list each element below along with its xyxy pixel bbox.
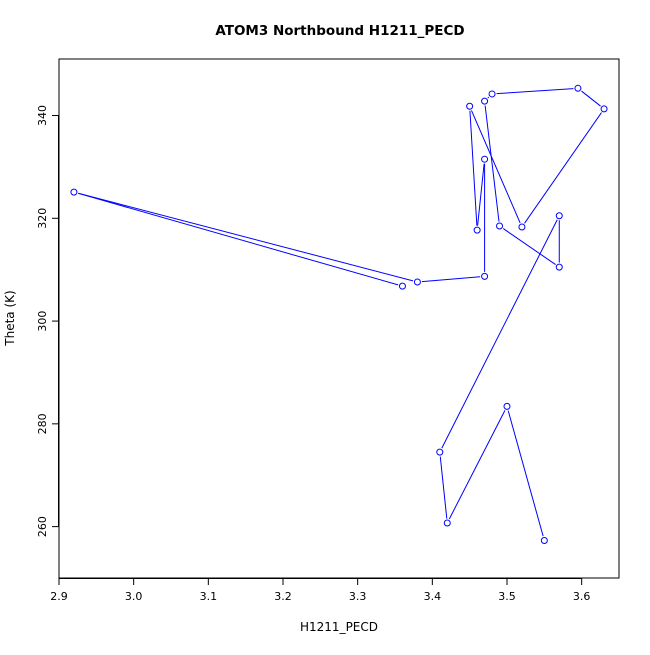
y-axis-title: Theta (K) bbox=[3, 290, 17, 346]
x-tick-label: 3.5 bbox=[498, 590, 516, 603]
data-point bbox=[481, 155, 489, 163]
y-tick-label: 280 bbox=[36, 413, 49, 434]
x-tick-label: 3.3 bbox=[349, 590, 367, 603]
data-point bbox=[481, 272, 489, 280]
series-line-segment bbox=[78, 192, 399, 286]
series-line-segment bbox=[421, 276, 481, 283]
data-point bbox=[555, 263, 563, 271]
data-point bbox=[481, 97, 489, 105]
x-axis: 2.9 3.0 3.1 3.2 3.3 3.4 3.5 3.6 bbox=[50, 578, 590, 603]
data-point bbox=[503, 402, 511, 410]
x-tick-label: 3.2 bbox=[274, 590, 292, 603]
series-line-segment bbox=[487, 96, 490, 99]
y-tick-label: 300 bbox=[36, 311, 49, 332]
data-point bbox=[488, 90, 496, 98]
data-point bbox=[473, 226, 481, 234]
series-line-segment bbox=[470, 110, 521, 224]
series-line-segment bbox=[439, 456, 448, 519]
data-point bbox=[436, 448, 444, 456]
data-point bbox=[540, 536, 548, 544]
x-tick-label: 3.4 bbox=[424, 590, 442, 603]
series-line-segment bbox=[484, 105, 500, 222]
x-tick-label: 3.1 bbox=[200, 590, 218, 603]
data-point bbox=[70, 188, 78, 196]
data-point bbox=[555, 212, 563, 220]
y-tick-label: 320 bbox=[36, 208, 49, 229]
series-line-segment bbox=[507, 410, 544, 537]
series-line-segment bbox=[502, 228, 556, 265]
series-line-segment bbox=[496, 88, 574, 95]
series-line-segment bbox=[477, 163, 485, 226]
data-point bbox=[466, 102, 474, 110]
series-layer bbox=[70, 84, 608, 544]
data-point bbox=[574, 84, 582, 92]
series-line-segment bbox=[78, 192, 414, 282]
x-tick-label: 3.6 bbox=[573, 590, 591, 603]
series-line-segment bbox=[441, 219, 558, 449]
data-point bbox=[518, 223, 526, 231]
x-tick-label: 2.9 bbox=[50, 590, 68, 603]
series-line-segment bbox=[581, 90, 601, 107]
series-line-segment bbox=[524, 112, 602, 224]
data-point bbox=[398, 282, 406, 290]
data-point bbox=[600, 105, 608, 113]
series-line-segment bbox=[469, 110, 478, 226]
data-point bbox=[413, 278, 421, 286]
y-axis: 260 280 300 320 340 bbox=[36, 105, 59, 537]
y-tick-label: 340 bbox=[36, 105, 49, 126]
y-tick-label: 260 bbox=[36, 516, 49, 537]
chart-title: ATOM3 Northbound H1211_PECD bbox=[215, 23, 464, 39]
series-line-segment bbox=[448, 410, 506, 520]
data-point bbox=[443, 519, 451, 527]
x-axis-title: H1211_PECD bbox=[300, 620, 378, 634]
data-point bbox=[496, 222, 504, 230]
x-tick-label: 3.0 bbox=[125, 590, 143, 603]
